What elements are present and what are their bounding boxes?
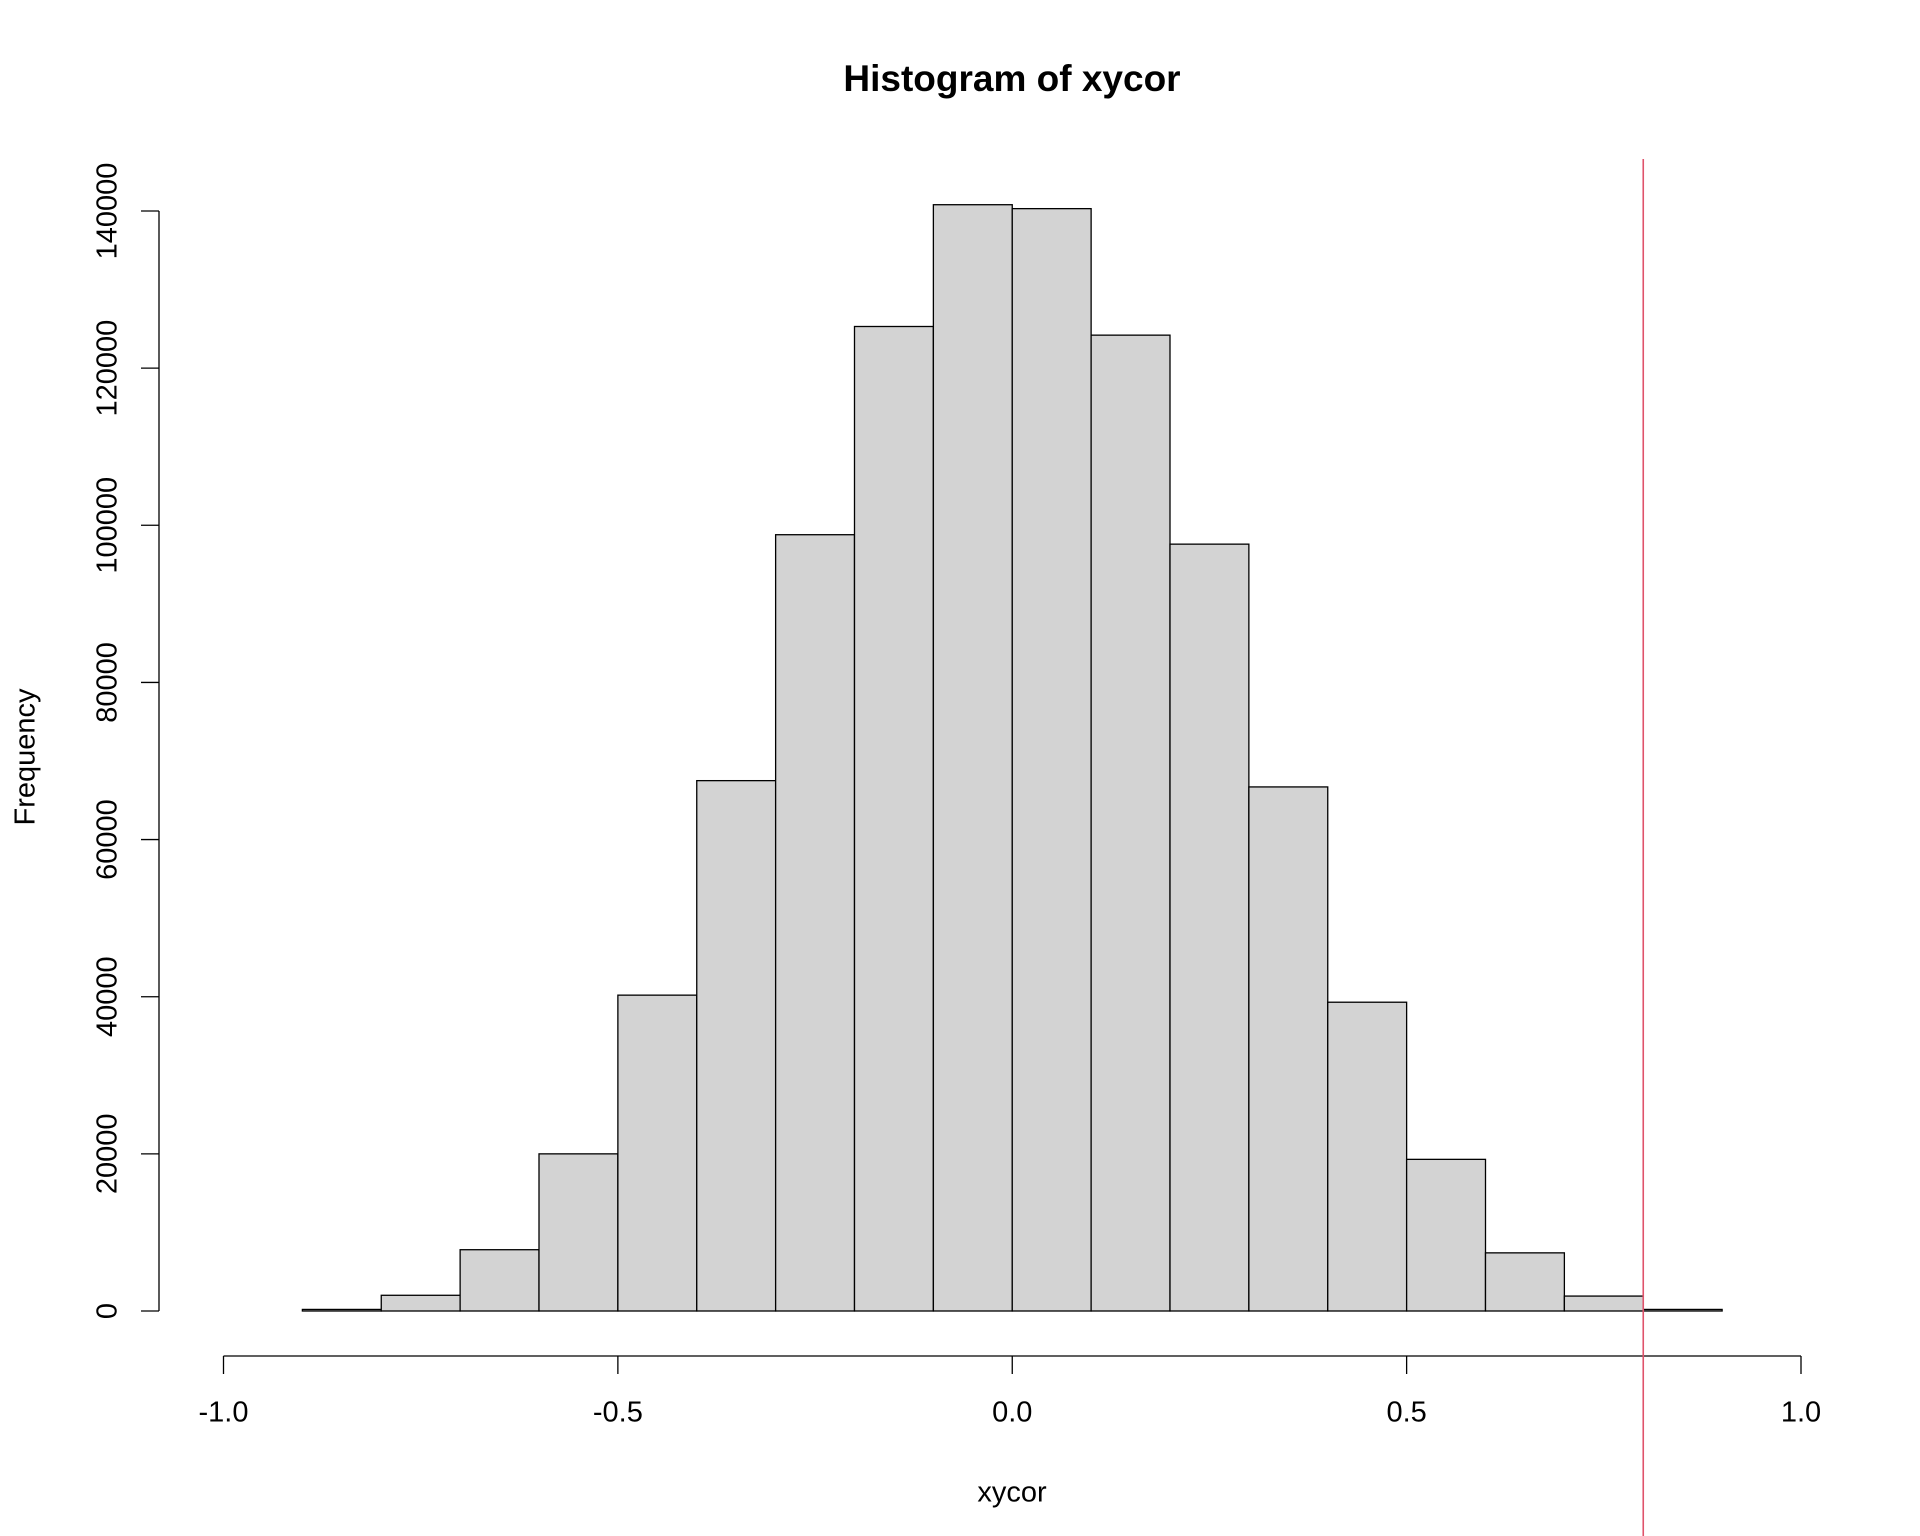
bar xyxy=(1563,1295,1644,1312)
bar xyxy=(1169,543,1250,1312)
y-tick-label: 140000 xyxy=(92,163,124,260)
bar xyxy=(301,1308,382,1312)
x-tick-label: 1.0 xyxy=(1781,1397,1821,1429)
bar xyxy=(1405,1158,1487,1312)
bar xyxy=(932,204,1013,1312)
bar xyxy=(1642,1308,1723,1312)
bar xyxy=(380,1294,461,1312)
y-tick-label: 80000 xyxy=(92,642,124,723)
x-tick-label: 0.5 xyxy=(1386,1397,1426,1429)
bar xyxy=(774,534,856,1312)
y-axis-label: Frequency xyxy=(10,688,42,826)
x-tick-label: 0.0 xyxy=(992,1397,1032,1429)
bar xyxy=(1484,1252,1566,1312)
bar xyxy=(1327,1001,1408,1312)
x-tick-label: -0.5 xyxy=(593,1397,643,1429)
y-tick-label: 60000 xyxy=(92,799,124,880)
y-tick-label: 120000 xyxy=(92,320,124,417)
bar xyxy=(459,1249,540,1312)
bar xyxy=(617,994,698,1312)
y-tick-label: 40000 xyxy=(92,956,124,1037)
chart-title: Histogram of xycor xyxy=(843,58,1180,99)
bar xyxy=(538,1153,619,1312)
bar xyxy=(1090,334,1171,1312)
y-tick-label: 20000 xyxy=(92,1114,124,1195)
x-axis-label: xycor xyxy=(977,1477,1047,1509)
bar xyxy=(696,779,777,1312)
y-tick-label: 0 xyxy=(92,1303,124,1319)
bar xyxy=(1248,786,1329,1312)
bar xyxy=(1011,207,1092,1312)
x-tick-label: -1.0 xyxy=(199,1397,249,1429)
y-tick-label: 100000 xyxy=(92,477,124,574)
bar xyxy=(853,325,935,1312)
